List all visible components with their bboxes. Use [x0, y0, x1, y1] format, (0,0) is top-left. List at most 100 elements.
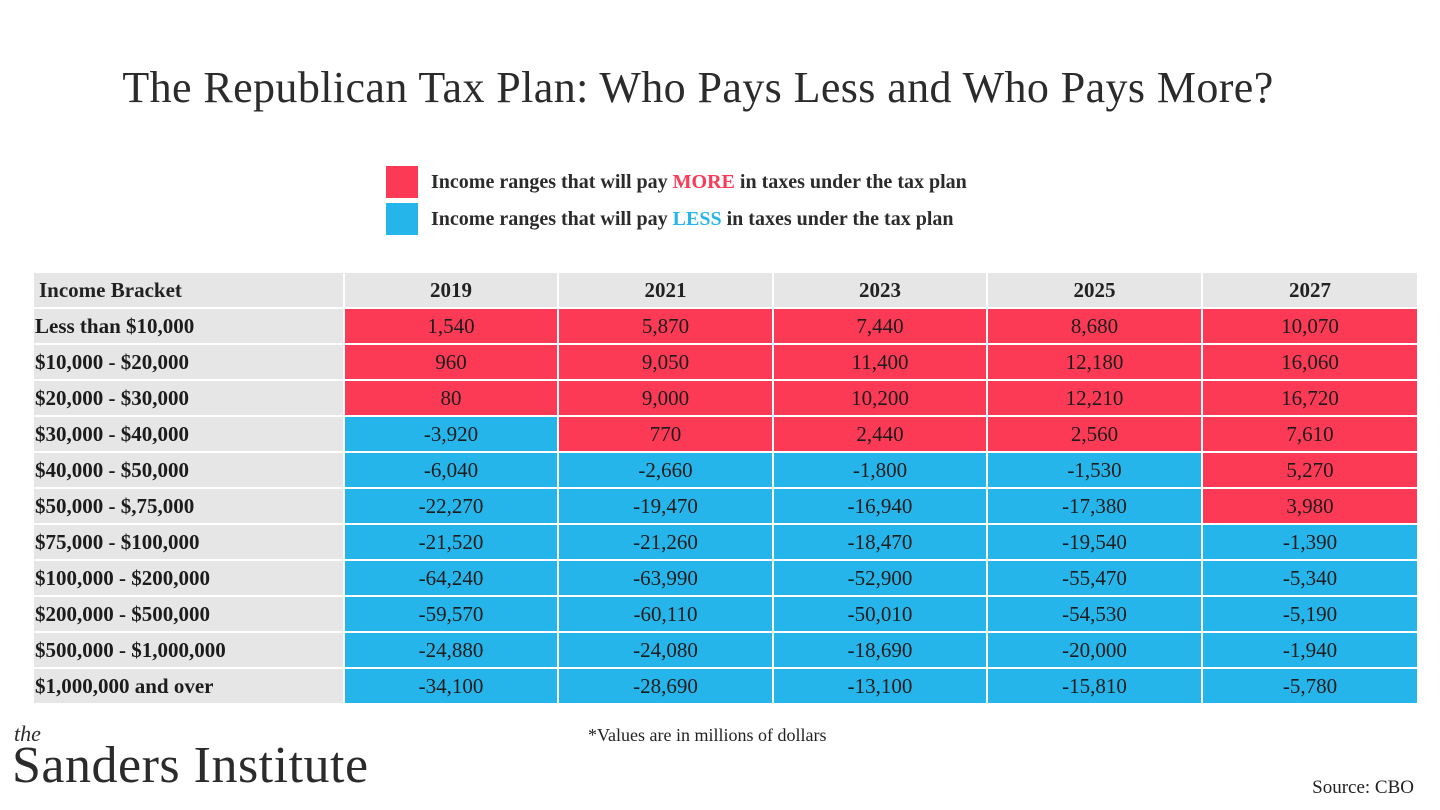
value-cell-2027: -5,190: [1201, 595, 1419, 633]
column-header-2023: 2023: [772, 271, 988, 309]
table-row: $40,000 - $50,000 -6,040 -2,660 -1,800 -1,53…: [32, 451, 1419, 489]
column-header-income-bracket: Income Bracket: [32, 271, 345, 309]
value-cell-2025: -17,380: [986, 487, 1203, 525]
units-footnote: *Values are in millions of dollars: [588, 725, 827, 745]
column-header-2019: 2019: [343, 271, 559, 309]
value-cell-2027: 16,060: [1201, 343, 1419, 381]
value-cell-2023: -50,010: [772, 595, 988, 633]
value-cell-2021: 770: [557, 415, 774, 453]
table-header-row: Income Bracket 2019 2021 2023 2025 2027: [32, 271, 1419, 309]
value-cell-2019: -34,100: [343, 667, 559, 705]
value-cell-2023: -18,470: [772, 523, 988, 561]
legend-less-prefix: Income ranges that will pay: [431, 207, 673, 230]
value-cell-2023: 10,200: [772, 379, 988, 417]
row-label-income-bracket: $40,000 - $50,000: [32, 451, 345, 489]
value-cell-2027: 16,720: [1201, 379, 1419, 417]
table-row: $500,000 - $1,000,000 -24,880 -24,080 -18,6…: [32, 631, 1419, 669]
row-label-income-bracket: $20,000 - $30,000: [32, 379, 345, 417]
legend-label-less: Income ranges that will pay LESS in taxe…: [431, 208, 954, 231]
value-cell-2027: -5,780: [1201, 667, 1419, 705]
legend-item-more: Income ranges that will pay MORE in taxe…: [386, 166, 967, 198]
value-cell-2027: -5,340: [1201, 559, 1419, 597]
legend-less-suffix: in taxes under the tax plan: [721, 207, 954, 230]
value-cell-2023: -16,940: [772, 487, 988, 525]
row-label-income-bracket: $50,000 - $,75,000: [32, 487, 345, 525]
value-cell-2021: 9,050: [557, 343, 774, 381]
table-row: Less than $10,000 1,540 5,870 7,440 8,680 10,…: [32, 307, 1419, 345]
value-cell-2025: 12,180: [986, 343, 1203, 381]
table-row: $1,000,000 and over -34,100 -28,690 -13,100…: [32, 667, 1419, 705]
value-cell-2019: -22,270: [343, 487, 559, 525]
value-cell-2019: 960: [343, 343, 559, 381]
row-label-income-bracket: Less than $10,000: [32, 307, 345, 345]
table-row: $30,000 - $40,000 -3,920 770 2,440 2,560 7,61…: [32, 415, 1419, 453]
column-header-2027: 2027: [1201, 271, 1419, 309]
value-cell-2027: 3,980: [1201, 487, 1419, 525]
value-cell-2025: 2,560: [986, 415, 1203, 453]
value-cell-2019: -3,920: [343, 415, 559, 453]
value-cell-2027: 5,270: [1201, 451, 1419, 489]
row-label-income-bracket: $30,000 - $40,000: [32, 415, 345, 453]
value-cell-2021: -28,690: [557, 667, 774, 705]
row-label-income-bracket: $200,000 - $500,000: [32, 595, 345, 633]
value-cell-2021: 5,870: [557, 307, 774, 345]
table-row: $50,000 - $,75,000 -22,270 -19,470 -16,940-…: [32, 487, 1419, 525]
legend-less-highlight: LESS: [672, 207, 722, 230]
value-cell-2027: -1,390: [1201, 523, 1419, 561]
logo-the: the: [14, 721, 41, 746]
value-cell-2023: -13,100: [772, 667, 988, 705]
value-cell-2025: 8,680: [986, 307, 1203, 345]
value-cell-2025: -1,530: [986, 451, 1203, 489]
table-body: Less than $10,000 1,540 5,870 7,440 8,680 10,…: [32, 307, 1419, 705]
value-cell-2019: 80: [343, 379, 559, 417]
legend-swatch-less: [386, 203, 418, 235]
value-cell-2023: -18,690: [772, 631, 988, 669]
value-cell-2023: 7,440: [772, 307, 988, 345]
row-label-income-bracket: $100,000 - $200,000: [32, 559, 345, 597]
value-cell-2027: 7,610: [1201, 415, 1419, 453]
value-cell-2023: -52,900: [772, 559, 988, 597]
source-note: Source: CBO: [1312, 777, 1414, 798]
legend-more-prefix: Income ranges that will pay: [431, 170, 673, 193]
value-cell-2019: 1,540: [343, 307, 559, 345]
row-label-income-bracket: $10,000 - $20,000: [32, 343, 345, 381]
legend-more-suffix: in taxes under the tax plan: [734, 170, 967, 193]
value-cell-2019: -21,520: [343, 523, 559, 561]
legend-item-less: Income ranges that will pay LESS in taxe…: [386, 203, 954, 235]
table-row: $100,000 - $200,000 -64,240 -63,990 -52,900…: [32, 559, 1419, 597]
chart-title: The Republican Tax Plan: Who Pays Less a…: [122, 63, 1274, 112]
value-cell-2025: -55,470: [986, 559, 1203, 597]
logo-sanders-institute: Sanders Institute: [12, 737, 369, 794]
value-cell-2021: -21,260: [557, 523, 774, 561]
table-row: $75,000 - $100,000 -21,520 -21,260 -18,470-…: [32, 523, 1419, 561]
value-cell-2021: -2,660: [557, 451, 774, 489]
column-header-2021: 2021: [557, 271, 774, 309]
legend-swatch-more: [386, 166, 418, 198]
table-row: $20,000 - $30,000 80 9,000 10,200 12,210 16,7…: [32, 379, 1419, 417]
value-cell-2021: -19,470: [557, 487, 774, 525]
table-row: $200,000 - $500,000 -59,570 -60,110 -50,010…: [32, 595, 1419, 633]
value-cell-2019: -64,240: [343, 559, 559, 597]
column-header-2025: 2025: [986, 271, 1203, 309]
value-cell-2021: 9,000: [557, 379, 774, 417]
value-cell-2019: -24,880: [343, 631, 559, 669]
value-cell-2025: 12,210: [986, 379, 1203, 417]
table-row: $10,000 - $20,000 960 9,050 11,400 12,180 16,…: [32, 343, 1419, 381]
value-cell-2019: -6,040: [343, 451, 559, 489]
value-cell-2021: -24,080: [557, 631, 774, 669]
value-cell-2023: -1,800: [772, 451, 988, 489]
value-cell-2025: -54,530: [986, 595, 1203, 633]
legend-label-more: Income ranges that will pay MORE in taxe…: [431, 171, 967, 194]
legend-more-highlight: MORE: [672, 170, 735, 193]
value-cell-2025: -15,810: [986, 667, 1203, 705]
value-cell-2021: -63,990: [557, 559, 774, 597]
tax-change-table: Income Bracket 2019 2021 2023 2025 2027 Less…: [32, 271, 1419, 705]
row-label-income-bracket: $75,000 - $100,000: [32, 523, 345, 561]
row-label-income-bracket: $1,000,000 and over: [32, 667, 345, 705]
value-cell-2025: -20,000: [986, 631, 1203, 669]
value-cell-2023: 2,440: [772, 415, 988, 453]
value-cell-2025: -19,540: [986, 523, 1203, 561]
value-cell-2027: -1,940: [1201, 631, 1419, 669]
value-cell-2023: 11,400: [772, 343, 988, 381]
row-label-income-bracket: $500,000 - $1,000,000: [32, 631, 345, 669]
